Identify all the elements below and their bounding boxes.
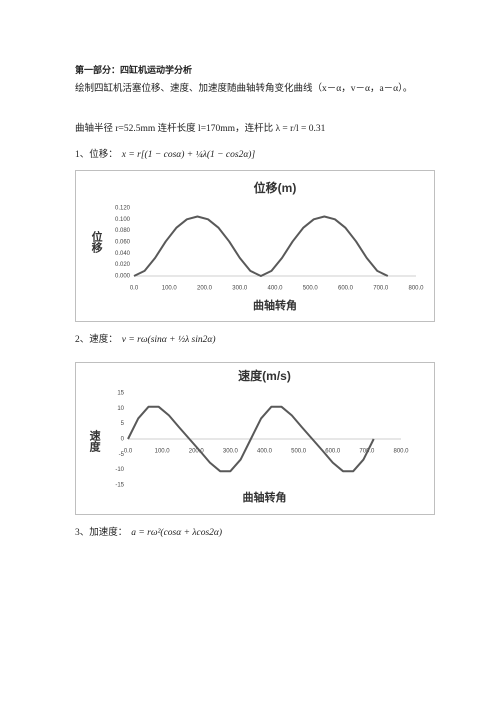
x-tick-label: 600.0 — [325, 449, 341, 455]
formula: a = rω²(cosα + λcos2α) — [131, 528, 223, 538]
y-axis-label: 位移 — [90, 230, 103, 254]
y-tick-label: 0.040 — [115, 251, 131, 257]
item: 3、加速度： a = rω²(cosα + λcos2α) — [75, 526, 222, 540]
x-tick-label: 500.0 — [303, 286, 319, 292]
x-tick-label: 400.0 — [267, 286, 283, 292]
x-tick-label: 800.0 — [393, 449, 409, 455]
y-axis-label: 速度 — [88, 429, 101, 453]
chart-title: 位移(m) — [254, 180, 297, 195]
x-tick-label: 100.0 — [155, 449, 171, 455]
y-tick-label: 10 — [117, 406, 124, 412]
y-tick-label: 0.060 — [115, 240, 131, 246]
intro: 绘制四缸机活塞位移、速度、加速度随曲轴转角变化曲线（x－α，v－α，a－α）。 — [75, 84, 413, 94]
x-tick-label: 0.0 — [124, 449, 133, 455]
x-tick-label: 0.0 — [130, 286, 139, 292]
item-label: 1、位移： — [75, 150, 118, 160]
y-tick-label: 0.000 — [115, 274, 131, 280]
x-axis-label: 曲轴转角 — [253, 298, 297, 312]
chart-title: 速度(m/s) — [238, 368, 291, 383]
x-tick-label: 700.0 — [373, 286, 389, 292]
chart: 速度(m/s) 曲轴转角 速度 -15 -10 -5 0 5 10 15 0.0 100.0 200.0… — [75, 362, 435, 515]
y-tick-label: 0 — [121, 437, 125, 443]
y-tick-label: 0.080 — [115, 228, 131, 234]
x-tick-label: 600.0 — [338, 286, 354, 292]
x-tick-label: 200.0 — [189, 449, 205, 455]
x-tick-label: 500.0 — [291, 449, 307, 455]
data-line — [127, 405, 375, 473]
formula: v = rω(sinα + ½λ sin2α) — [121, 335, 216, 345]
item: 2、速度： v = rω(sinα + ½λ sin2α) — [75, 333, 216, 347]
params: 曲轴半径 r=52.5mm 连杆长度 l=170mm，连杆比 λ = r/l =… — [75, 124, 326, 134]
y-tick-label: 0.100 — [115, 217, 131, 223]
y-tick-label: -5 — [119, 452, 125, 458]
heading: 第一部分：四缸机运动学分析 — [75, 66, 193, 76]
y-tick-label: -15 — [115, 483, 124, 489]
chart: 位移(m) 曲轴转角 位移 0.000 0.020 0.040 0.060 0.080 0.10… — [75, 170, 435, 322]
y-tick-label: 0.120 — [115, 206, 131, 212]
x-tick-label: 300.0 — [223, 449, 239, 455]
item-label: 3、加速度： — [75, 528, 128, 538]
x-tick-label: 100.0 — [162, 286, 178, 292]
x-axis-label: 曲轴转角 — [243, 490, 287, 504]
x-tick-label: 300.0 — [232, 286, 248, 292]
x-tick-label: 800.0 — [408, 286, 424, 292]
item-label: 2、速度： — [75, 335, 118, 345]
item: 1、位移： x = r[(1 − cosα) + ¼λ(1 − cos2α)] — [75, 148, 255, 162]
x-tick-label: 400.0 — [257, 449, 273, 455]
y-tick-label: -10 — [115, 467, 124, 473]
y-tick-label: 5 — [121, 421, 125, 427]
x-tick-label: 200.0 — [197, 286, 213, 292]
data-line — [133, 215, 389, 277]
y-tick-label: 0.020 — [115, 262, 131, 268]
formula: x = r[(1 − cosα) + ¼λ(1 − cos2α)] — [121, 150, 256, 160]
y-tick-label: 15 — [117, 391, 124, 397]
